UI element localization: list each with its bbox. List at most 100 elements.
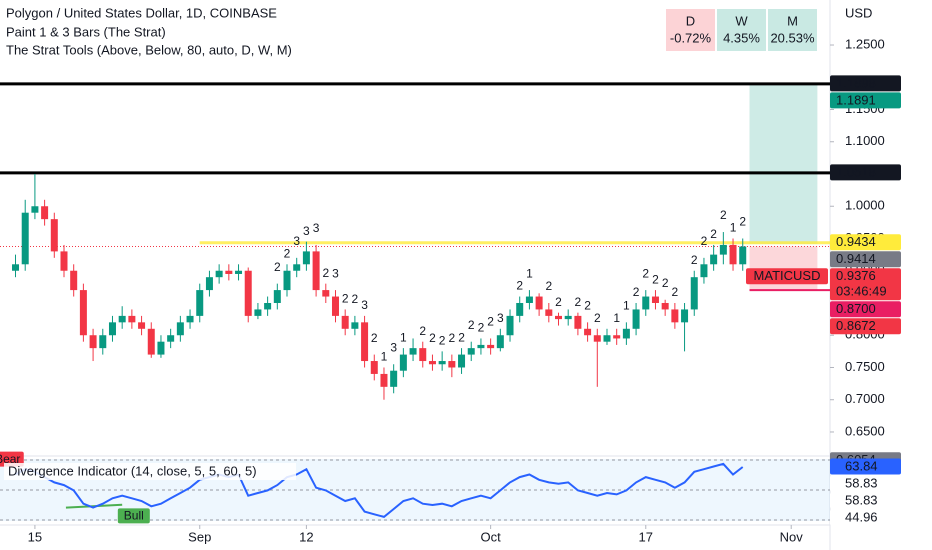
candle-body: [584, 328, 592, 336]
candle-body: [50, 219, 58, 252]
strat-label: 3: [332, 266, 339, 280]
price-label: 0.9434: [836, 234, 876, 249]
strat-label: 2: [274, 260, 281, 274]
candle-body: [312, 251, 320, 291]
strat-label: 1: [526, 266, 533, 280]
tf-change: -0.72%: [670, 30, 712, 45]
candle-body: [477, 344, 485, 349]
candle-body: [593, 335, 601, 342]
candle-body: [118, 315, 126, 323]
candle-body: [564, 315, 572, 320]
strat-label: 2: [633, 285, 640, 299]
target-zone: [749, 84, 818, 245]
tf-name: D: [686, 13, 695, 28]
symbol-label: MATICUSD: [754, 268, 821, 283]
candle-body: [671, 309, 679, 323]
y-tick-label: 1.1000: [845, 133, 885, 148]
candle-body: [632, 309, 640, 329]
countdown: 03:46:49: [836, 284, 887, 299]
candle-body: [205, 277, 213, 291]
strat-label: 2: [352, 292, 359, 306]
indicator-title: Divergence Indicator (14, close, 5, 5, 6…: [8, 463, 257, 478]
candle-body: [225, 270, 233, 274]
strat-label: 2: [429, 331, 436, 345]
candle-body: [89, 335, 97, 349]
price-label-box: [830, 301, 901, 318]
candle-body: [739, 246, 747, 265]
candle-body: [79, 290, 87, 336]
divergence-tag: [117, 508, 150, 524]
candle-body: [390, 370, 398, 387]
candle-body: [108, 322, 116, 336]
chart-title: Polygon / United States Dollar, 1D, COIN…: [6, 5, 277, 20]
candle-body: [99, 335, 107, 349]
current-price-box: [830, 268, 901, 301]
candle-body: [710, 254, 718, 265]
strat-label: 2: [642, 266, 649, 280]
candle-body: [264, 302, 272, 310]
strat-label: 2: [594, 311, 601, 325]
candle-body: [293, 264, 301, 271]
candle-body: [448, 361, 456, 368]
price-label-box: [830, 164, 901, 181]
strat-label: 2: [672, 285, 679, 299]
currency: USD: [845, 5, 872, 20]
strat-label: 2: [284, 246, 291, 260]
strat-label: 2: [720, 208, 727, 222]
price-label-box: [830, 251, 901, 268]
candle-body: [273, 290, 281, 303]
strat-label: 2: [710, 227, 717, 241]
strat-label: 1: [730, 221, 737, 235]
strat-label: 2: [439, 334, 446, 348]
symbol-box: [746, 268, 828, 285]
strat-label: 2: [545, 279, 552, 293]
indicator-legend: Paint 1 & 3 Bars (The Strat): [6, 24, 166, 39]
strat-label: 2: [478, 321, 485, 335]
strat-label: 2: [555, 295, 562, 309]
candle-body: [41, 206, 49, 220]
divergence-text: Bull: [124, 509, 144, 523]
candle-body: [700, 264, 708, 278]
y-tick-label: 0.7500: [845, 359, 885, 374]
candle-body: [555, 315, 563, 320]
strat-label: 2: [691, 253, 698, 267]
candle-body: [138, 322, 146, 329]
price-label: 1.1898: [836, 75, 876, 90]
candle-body: [176, 322, 184, 336]
candle-body: [603, 335, 611, 342]
strat-label: 3: [361, 298, 368, 312]
strat-label: 1: [613, 311, 620, 325]
candle-body: [70, 270, 78, 291]
candle-body: [719, 244, 727, 255]
strat-label: 3: [303, 224, 310, 238]
candle-body: [399, 354, 407, 371]
strat-label: 2: [419, 324, 426, 338]
price-label: 1.0518: [836, 164, 876, 179]
indicator-line: [15, 462, 744, 518]
x-tick-label: Oct: [481, 529, 502, 544]
strat-label: 2: [652, 272, 659, 286]
candle-body: [351, 322, 359, 329]
candle-body: [167, 335, 175, 342]
strat-label: 2: [739, 215, 746, 229]
tf-box: [666, 9, 715, 51]
candle-body: [458, 354, 466, 368]
candle-body: [613, 335, 621, 339]
candle-body: [516, 302, 524, 316]
candle-body: [361, 322, 369, 362]
indicator-label: 58.83: [845, 475, 878, 490]
candle-body: [215, 270, 223, 278]
price-label-box: [830, 75, 901, 92]
price-label: 0.8672: [836, 318, 876, 333]
candle-body: [21, 212, 29, 265]
strat-label: 3: [313, 221, 320, 235]
candle-body: [729, 244, 737, 265]
indicator-label-box: [830, 458, 901, 475]
indicator-label: 44.96: [845, 509, 878, 524]
candle-body: [438, 361, 446, 365]
candle-body: [186, 315, 194, 323]
candle-body: [506, 315, 514, 336]
y-tick-label: 0.7000: [845, 391, 885, 406]
candle-body: [254, 309, 262, 316]
price-label-box: [830, 92, 901, 109]
